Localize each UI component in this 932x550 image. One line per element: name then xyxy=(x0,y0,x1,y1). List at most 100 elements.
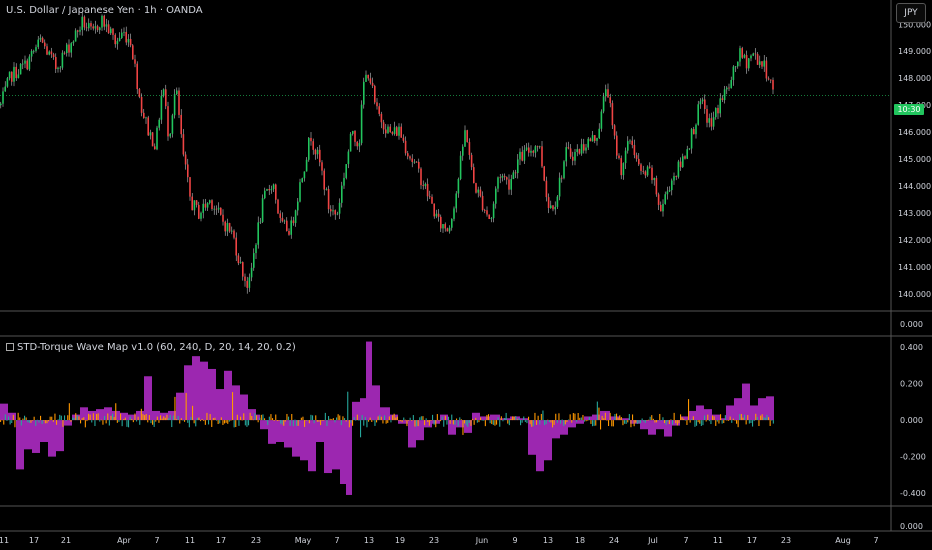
short-wave-bar xyxy=(419,417,421,421)
short-wave-bar xyxy=(132,420,134,423)
short-wave-bar xyxy=(128,420,130,428)
short-wave-bar xyxy=(129,416,131,421)
short-wave-bar xyxy=(254,413,256,421)
time-axis[interactable]: 11 17 21 Apr 7 11 17 23 May 7 13 19 23 Jun 9 13 18 24 Jul 7… xyxy=(0,536,879,545)
short-wave-bar xyxy=(684,419,686,421)
candle xyxy=(585,147,587,151)
short-wave-bar xyxy=(491,420,493,425)
short-wave-bar xyxy=(232,392,234,421)
short-wave-bar xyxy=(481,420,483,421)
short-wave-bar xyxy=(411,420,413,421)
indicator-title: STD-Torque Wave Map v1.0 (60, 240, D, 20… xyxy=(17,342,296,353)
short-wave-bar xyxy=(734,420,736,421)
short-wave-bar xyxy=(288,416,290,421)
oscillator-pane[interactable] xyxy=(0,341,774,495)
currency-button[interactable]: JPY xyxy=(896,3,926,23)
candle xyxy=(217,207,220,210)
short-wave-bar xyxy=(518,418,520,421)
short-wave-bar xyxy=(732,418,734,421)
short-wave-bar xyxy=(296,420,298,426)
short-wave-bar xyxy=(604,412,606,421)
long-wave-bar xyxy=(726,405,734,421)
short-wave-bar xyxy=(41,420,43,424)
candle xyxy=(761,61,763,67)
short-wave-bar xyxy=(417,420,419,427)
short-wave-bar xyxy=(92,413,94,421)
candle xyxy=(706,109,708,123)
short-wave-bar xyxy=(638,420,640,424)
candle xyxy=(270,189,273,191)
time-tick-label: 7 xyxy=(683,536,688,545)
candle xyxy=(697,104,699,125)
short-wave-bar xyxy=(176,419,178,421)
short-wave-bar xyxy=(188,420,190,428)
short-wave-bar xyxy=(656,420,658,423)
short-wave-bar xyxy=(507,420,509,424)
candle xyxy=(15,66,17,79)
indicator-legend[interactable]: STD-Torque Wave Map v1.0 (60, 240, D, 20… xyxy=(6,342,296,353)
short-wave-bar xyxy=(297,420,299,426)
candle xyxy=(404,140,407,154)
long-wave-bar xyxy=(292,420,300,457)
candle xyxy=(525,147,528,150)
candle xyxy=(173,94,176,116)
price-axis[interactable]: 150.000149.000148.000147.000146.000145.0… xyxy=(898,20,931,299)
long-wave-bar xyxy=(648,420,656,435)
short-wave-bar xyxy=(596,401,598,421)
short-wave-bar xyxy=(696,420,698,426)
short-wave-bar xyxy=(574,413,576,421)
short-wave-bar xyxy=(526,420,528,424)
short-wave-bar xyxy=(315,415,317,421)
short-wave-bar xyxy=(134,413,136,421)
indicator-eye-icon[interactable] xyxy=(6,343,14,351)
short-wave-bar xyxy=(65,420,67,422)
candle xyxy=(673,176,675,181)
candle xyxy=(501,175,504,178)
price-pane[interactable] xyxy=(0,12,890,294)
short-wave-bar xyxy=(715,420,717,426)
short-wave-bar xyxy=(195,420,197,427)
short-wave-bar xyxy=(630,420,632,428)
candle xyxy=(132,45,134,60)
long-wave-bar xyxy=(568,420,576,428)
short-wave-bar xyxy=(278,420,280,421)
short-wave-bar xyxy=(19,417,21,421)
oscillator-axis[interactable]: 0.400 0.200 0.000 -0.200 -0.400 0.000 0.000 xyxy=(900,320,926,531)
short-wave-bar xyxy=(628,413,630,421)
symbol-title[interactable]: U.S. Dollar / Japanese Yen · 1h · OANDA xyxy=(6,5,203,16)
long-wave-bar xyxy=(80,407,88,421)
short-wave-bar xyxy=(640,420,642,424)
candle xyxy=(578,149,581,154)
candle xyxy=(759,61,761,65)
candle xyxy=(0,103,2,106)
candle xyxy=(616,135,618,156)
short-wave-bar xyxy=(508,420,510,426)
candle xyxy=(85,27,88,29)
short-wave-bar xyxy=(452,420,454,425)
short-wave-bar xyxy=(697,420,699,423)
short-wave-bar xyxy=(550,420,552,423)
candle xyxy=(209,200,211,203)
oscillator-tick-label: 0.400 xyxy=(900,343,923,352)
candle xyxy=(290,220,292,235)
candle xyxy=(13,66,15,82)
long-wave-bar xyxy=(750,405,758,421)
short-wave-bar xyxy=(668,420,670,425)
short-wave-bar xyxy=(204,420,206,425)
short-wave-bar xyxy=(536,420,538,425)
short-wave-bar xyxy=(654,420,656,423)
short-wave-bar xyxy=(76,415,78,421)
candle xyxy=(739,48,741,62)
candle xyxy=(558,177,561,197)
short-wave-bar xyxy=(699,420,701,424)
short-wave-bar xyxy=(91,420,93,423)
short-wave-bar xyxy=(80,420,82,424)
candle xyxy=(305,159,308,172)
candle xyxy=(503,175,506,178)
long-wave-bar xyxy=(576,420,584,424)
short-wave-bar xyxy=(364,417,366,421)
short-wave-bar xyxy=(17,412,19,421)
candle xyxy=(180,114,182,135)
candle xyxy=(422,185,424,187)
